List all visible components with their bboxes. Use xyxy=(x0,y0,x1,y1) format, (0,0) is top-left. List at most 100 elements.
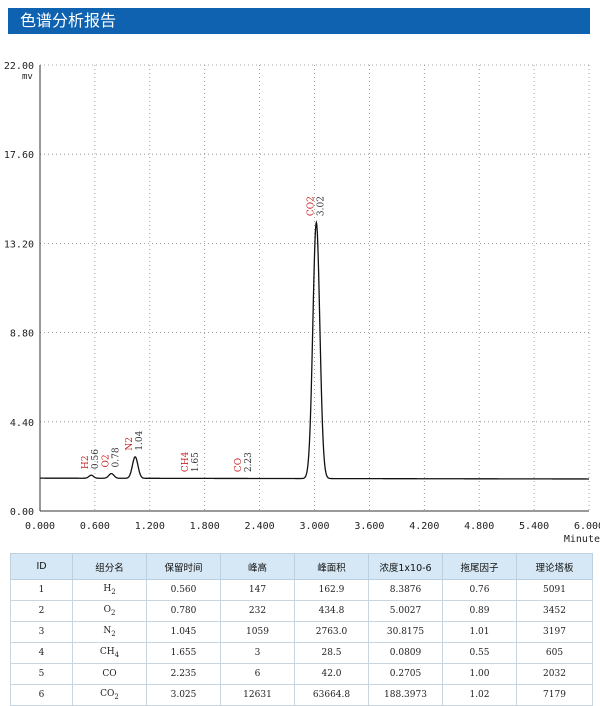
cell-tail: 1.01 xyxy=(442,621,517,643)
x-tick-label: 0.600 xyxy=(80,521,110,532)
report-title-bar: 色谱分析报告 xyxy=(8,8,590,34)
table-header-row: ID 组分名 保留时间 峰高 峰面积 浓度1x10-6 拖尾因子 理论塔板 xyxy=(10,553,593,580)
col-header-id: ID xyxy=(10,553,73,580)
peak-name-label: N2 xyxy=(125,437,135,451)
col-header-name: 组分名 xyxy=(72,553,147,580)
cell-name: CO2 xyxy=(72,684,147,706)
x-tick-label: 3.000 xyxy=(299,521,329,532)
x-axis-label: Minute xyxy=(564,534,600,545)
cell-name: N2 xyxy=(72,621,147,643)
cell-area: 162.9 xyxy=(294,579,369,601)
peak-name-label: O2 xyxy=(101,454,111,467)
cell-height: 232 xyxy=(220,600,295,622)
peak-name-label: H2 xyxy=(81,456,91,470)
cell-plates: 2032 xyxy=(516,663,593,685)
x-tick-label: 2.400 xyxy=(245,521,275,532)
table-row: 5 CO 2.235 6 42.0 0.2705 1.00 2032 xyxy=(10,663,593,685)
report-title: 色谱分析报告 xyxy=(20,11,117,30)
cell-rt: 1.655 xyxy=(146,642,221,664)
peak-rt-label: 1.65 xyxy=(191,452,201,472)
cell-height: 147 xyxy=(220,579,295,601)
cell-conc: 30.8175 xyxy=(368,621,443,643)
cell-area: 63664.8 xyxy=(294,684,369,706)
col-header-rt: 保留时间 xyxy=(146,553,221,580)
cell-id: 4 xyxy=(10,642,73,664)
peak-name-label: CH4 xyxy=(181,451,191,472)
cell-conc: 5.0027 xyxy=(368,600,443,622)
col-header-conc: 浓度1x10-6 xyxy=(368,553,443,580)
cell-area: 434.8 xyxy=(294,600,369,622)
cell-tail: 0.55 xyxy=(442,642,517,664)
col-header-height: 峰高 xyxy=(220,553,295,580)
cell-tail: 1.02 xyxy=(442,684,517,706)
component-subscript: 2 xyxy=(111,587,116,596)
cell-area: 28.5 xyxy=(294,642,369,664)
table-row: 2 O2 0.780 232 434.8 5.0027 0.89 3452 xyxy=(10,600,593,622)
x-tick-label: 4.200 xyxy=(409,521,439,532)
peak-rt-label: 1.04 xyxy=(135,430,145,450)
col-header-tail: 拖尾因子 xyxy=(442,553,517,580)
cell-name: CH4 xyxy=(72,642,147,664)
peak-name-label: CO xyxy=(234,458,244,472)
cell-plates: 3197 xyxy=(516,621,593,643)
cell-id: 6 xyxy=(10,684,73,706)
cell-id: 5 xyxy=(10,663,73,685)
cell-conc: 0.0809 xyxy=(368,642,443,664)
cell-rt: 1.045 xyxy=(146,621,221,643)
peak-name-label: CO2 xyxy=(306,196,316,216)
cell-rt: 0.780 xyxy=(146,600,221,622)
y-axis-label: mv xyxy=(22,72,33,82)
cell-plates: 3452 xyxy=(516,600,593,622)
component-name: CO xyxy=(100,689,115,700)
cell-conc: 0.2705 xyxy=(368,663,443,685)
y-tick-label: 17.60 xyxy=(4,150,34,161)
cell-name: H2 xyxy=(72,579,147,601)
cell-id: 2 xyxy=(10,600,73,622)
y-tick-label: 22.00 xyxy=(4,61,34,72)
table-row: 4 CH4 1.655 3 28.5 0.0809 0.55 605 xyxy=(10,642,593,664)
cell-plates: 5091 xyxy=(516,579,593,601)
component-name: H xyxy=(103,584,112,595)
cell-height: 1059 xyxy=(220,621,295,643)
chromatogram-chart: 0.000 0.600 1.200 1.800 2.400 3.000 3.600 4.200… xyxy=(4,61,600,545)
peak-rt-label: 0.78 xyxy=(111,447,121,467)
peak-rt-label: 3.02 xyxy=(316,196,326,216)
cell-tail: 0.76 xyxy=(442,579,517,601)
component-subscript: 4 xyxy=(114,650,120,659)
y-tick-label: 13.20 xyxy=(4,239,34,250)
cell-rt: 3.025 xyxy=(146,684,221,706)
x-tick-label: 0.000 xyxy=(25,521,55,532)
chromatogram-trace xyxy=(40,219,589,480)
component-name: CH xyxy=(99,647,115,658)
cell-id: 1 xyxy=(10,579,73,601)
component-subscript: 2 xyxy=(110,608,116,617)
component-subscript: 2 xyxy=(111,629,116,638)
cell-tail: 1.00 xyxy=(442,663,517,685)
component-name: N xyxy=(103,626,112,637)
x-tick-label: 4.800 xyxy=(464,521,494,532)
cell-rt: 0.560 xyxy=(146,579,221,601)
y-tick-label: 0.00 xyxy=(10,507,34,518)
col-header-area: 峰面积 xyxy=(294,553,369,580)
table-row: 6 CO2 3.025 12631 63664.8 188.3973 1.02 7179 xyxy=(10,684,593,706)
cell-area: 2763.0 xyxy=(294,621,369,643)
cell-plates: 7179 xyxy=(516,684,593,706)
x-tick-label: 3.600 xyxy=(354,521,384,532)
cell-height: 12631 xyxy=(220,684,295,706)
cell-height: 3 xyxy=(220,642,295,664)
cell-conc: 188.3973 xyxy=(368,684,443,706)
component-subscript: 2 xyxy=(114,692,119,701)
x-tick-label: 1.200 xyxy=(135,521,165,532)
cell-height: 6 xyxy=(220,663,295,685)
col-header-plates: 理论塔板 xyxy=(516,553,593,580)
table-row: 3 N2 1.045 1059 2763.0 30.8175 1.01 3197 xyxy=(10,621,593,643)
cell-area: 42.0 xyxy=(294,663,369,685)
peak-rt-label: 0.56 xyxy=(91,449,101,469)
component-name: CO xyxy=(102,669,117,679)
cell-tail: 0.89 xyxy=(442,600,517,622)
cell-plates: 605 xyxy=(516,642,593,664)
cell-rt: 2.235 xyxy=(146,663,221,685)
cell-name: CO xyxy=(72,663,147,685)
cell-name: O2 xyxy=(72,600,147,622)
